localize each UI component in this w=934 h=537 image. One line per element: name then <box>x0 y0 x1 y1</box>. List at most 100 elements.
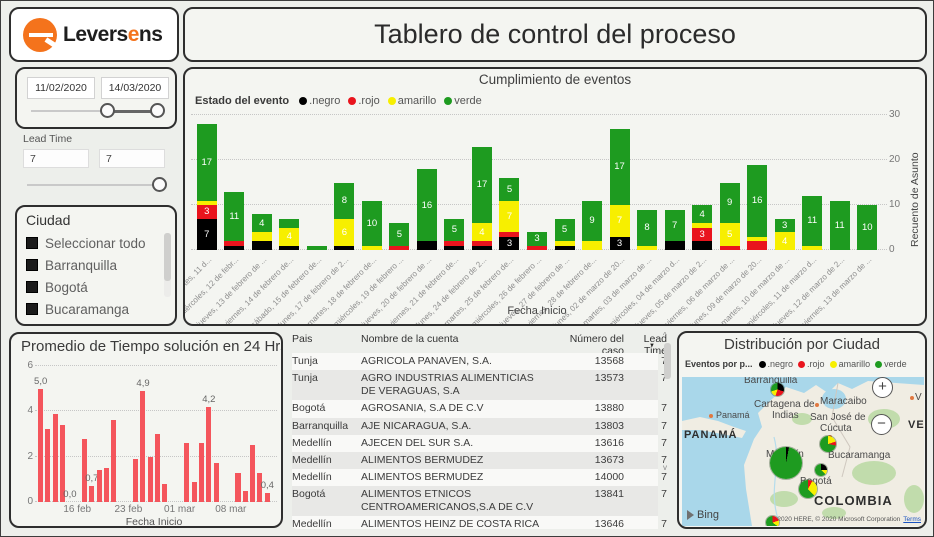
stacked-bar[interactable]: 4 17 <box>471 146 492 250</box>
date-slider-track[interactable] <box>31 110 161 112</box>
avg-bar[interactable] <box>155 434 161 502</box>
avg-bar[interactable] <box>242 490 248 502</box>
bar-segment-rojo[interactable] <box>719 245 740 250</box>
date-slider-handle-end[interactable] <box>150 103 165 118</box>
column-header-3[interactable]: Lead Time ▼ <box>643 333 667 357</box>
bar-segment-verde[interactable]: 16 <box>416 169 437 241</box>
stacked-bar[interactable]: 7 <box>664 209 685 250</box>
stacked-bar[interactable]: 3 7 5 <box>499 178 520 250</box>
bar-segment-amarillo[interactable] <box>582 241 603 250</box>
city-option[interactable]: Seleccionar todo <box>26 232 156 254</box>
lead-time-slider-handle[interactable] <box>152 177 167 192</box>
stacked-bar[interactable]: 5 <box>389 223 410 250</box>
legend-item[interactable]: verde <box>444 95 482 107</box>
bar-segment-verde[interactable]: 17 <box>471 146 492 223</box>
lead-time-to-input[interactable]: 7 <box>99 149 165 168</box>
bar-segment-verde[interactable]: 4 <box>692 205 713 223</box>
map-pie-bogot[interactable] <box>799 480 817 498</box>
legend-item[interactable]: amarillo <box>387 95 436 107</box>
bar-segment-rojo[interactable]: 3 <box>692 227 713 241</box>
checkbox-checked-icon[interactable] <box>26 259 38 271</box>
bar-segment-amarillo[interactable] <box>196 200 217 205</box>
stacked-bar[interactable]: 11 <box>224 191 245 250</box>
bar-segment-amarillo[interactable] <box>361 245 382 250</box>
avg-bar[interactable] <box>59 424 66 502</box>
avg-bar[interactable] <box>191 481 197 502</box>
table-row[interactable]: Tunja AGRO INDUSTRIAS ALIMENTICIAS DE VER… <box>292 370 667 401</box>
legend-item[interactable]: .rojo <box>798 359 825 369</box>
bar-segment-amarillo[interactable] <box>251 232 272 241</box>
bar-segment-verde[interactable]: 5 <box>554 218 575 241</box>
legend-item[interactable]: .rojo <box>348 95 380 107</box>
avg-bar[interactable] <box>206 406 212 502</box>
avg-bar[interactable] <box>81 438 87 502</box>
stacked-bar[interactable]: 9 <box>582 200 603 250</box>
avg-bar[interactable] <box>38 388 44 502</box>
bar-segment-amarillo[interactable]: 4 <box>471 223 492 241</box>
bar-segment-amarillo[interactable] <box>747 236 768 241</box>
checkbox-checked-icon[interactable] <box>26 303 38 315</box>
map-pie-barranquilla[interactable] <box>771 383 784 396</box>
avg-bar[interactable] <box>45 429 51 502</box>
bar-segment-verde[interactable]: 17 <box>196 124 217 201</box>
date-slider-range[interactable] <box>107 109 157 113</box>
stacked-bar[interactable]: 4 <box>279 218 300 250</box>
city-option[interactable]: Bogotá <box>26 276 156 298</box>
avg-bar[interactable] <box>162 483 168 502</box>
bar-segment-amarillo[interactable] <box>692 223 713 228</box>
table-row[interactable]: Medellín AJECEN DEL SUR S.A. 13616 7 <box>292 434 667 452</box>
bar-segment-negro[interactable]: 3 <box>609 236 630 250</box>
stacked-bar[interactable]: 5 <box>554 218 575 250</box>
city-option[interactable]: Bucaramanga <box>26 298 156 320</box>
avg-bar[interactable] <box>111 420 117 502</box>
city-option[interactable]: Barranquilla <box>26 254 156 276</box>
bar-segment-verde[interactable]: 17 <box>609 128 630 205</box>
bar-segment-rojo[interactable] <box>444 241 465 246</box>
lead-time-from-input[interactable]: 7 <box>23 149 89 168</box>
avg-bar[interactable] <box>250 445 256 502</box>
bar-segment-verde[interactable]: 3 <box>774 218 795 232</box>
bar-segment-negro[interactable] <box>334 245 355 250</box>
bar-segment-verde[interactable]: 5 <box>444 218 465 241</box>
avg-bar[interactable] <box>198 443 204 502</box>
bar-segment-rojo[interactable] <box>499 232 520 237</box>
table-row[interactable]: Medellín ALIMENTOS HEINZ DE COSTA RICA S.… <box>292 516 667 529</box>
bar-segment-amarillo[interactable]: 7 <box>609 205 630 237</box>
bar-segment-verde[interactable]: 8 <box>637 209 658 246</box>
column-header-0[interactable]: Pais <box>292 333 313 345</box>
date-slider-handle-start[interactable] <box>100 103 115 118</box>
avg-bar[interactable] <box>133 458 139 502</box>
stacked-bar[interactable] <box>306 245 327 250</box>
table-row[interactable]: Bogotá AGROSANIA, S.A DE C.V 13880 7 <box>292 400 667 418</box>
bar-segment-negro[interactable] <box>416 241 437 250</box>
bar-segment-negro[interactable] <box>251 241 272 250</box>
avg-bar[interactable] <box>213 463 219 502</box>
city-option[interactable]: Cali <box>26 320 156 325</box>
stacked-bar[interactable]: 11 <box>802 196 823 250</box>
map-pie-bucaramanga[interactable] <box>820 436 836 452</box>
legend-item[interactable]: verde <box>875 359 907 369</box>
avg-bar[interactable] <box>103 468 109 502</box>
bar-segment-verde[interactable]: 11 <box>829 200 850 250</box>
date-from-input[interactable]: 11/02/2020 <box>27 77 95 99</box>
bar-segment-amarillo[interactable]: 6 <box>334 218 355 246</box>
terms-link[interactable]: Terms <box>903 516 921 523</box>
stacked-bar[interactable]: 16 <box>747 164 768 250</box>
bar-segment-amarillo[interactable] <box>554 241 575 246</box>
stacked-bar[interactable]: 16 <box>416 169 437 250</box>
scroll-up-icon[interactable]: ^ <box>663 331 667 340</box>
table-scrollbar[interactable]: ^ v <box>662 331 672 529</box>
avg-bar[interactable] <box>184 443 190 502</box>
scroll-down-icon[interactable]: v <box>663 463 667 472</box>
lead-time-slider-track[interactable] <box>27 184 165 186</box>
stacked-bar[interactable]: 11 <box>829 200 850 250</box>
bar-segment-rojo[interactable] <box>471 241 492 246</box>
bar-segment-rojo[interactable]: 3 <box>196 205 217 219</box>
bar-segment-verde[interactable]: 3 <box>527 232 547 246</box>
bar-segment-verde[interactable]: 8 <box>334 182 355 219</box>
avg-bar[interactable] <box>235 472 241 502</box>
map-zoom-out-button[interactable]: − <box>871 414 892 435</box>
date-to-input[interactable]: 14/03/2020 <box>101 77 169 99</box>
